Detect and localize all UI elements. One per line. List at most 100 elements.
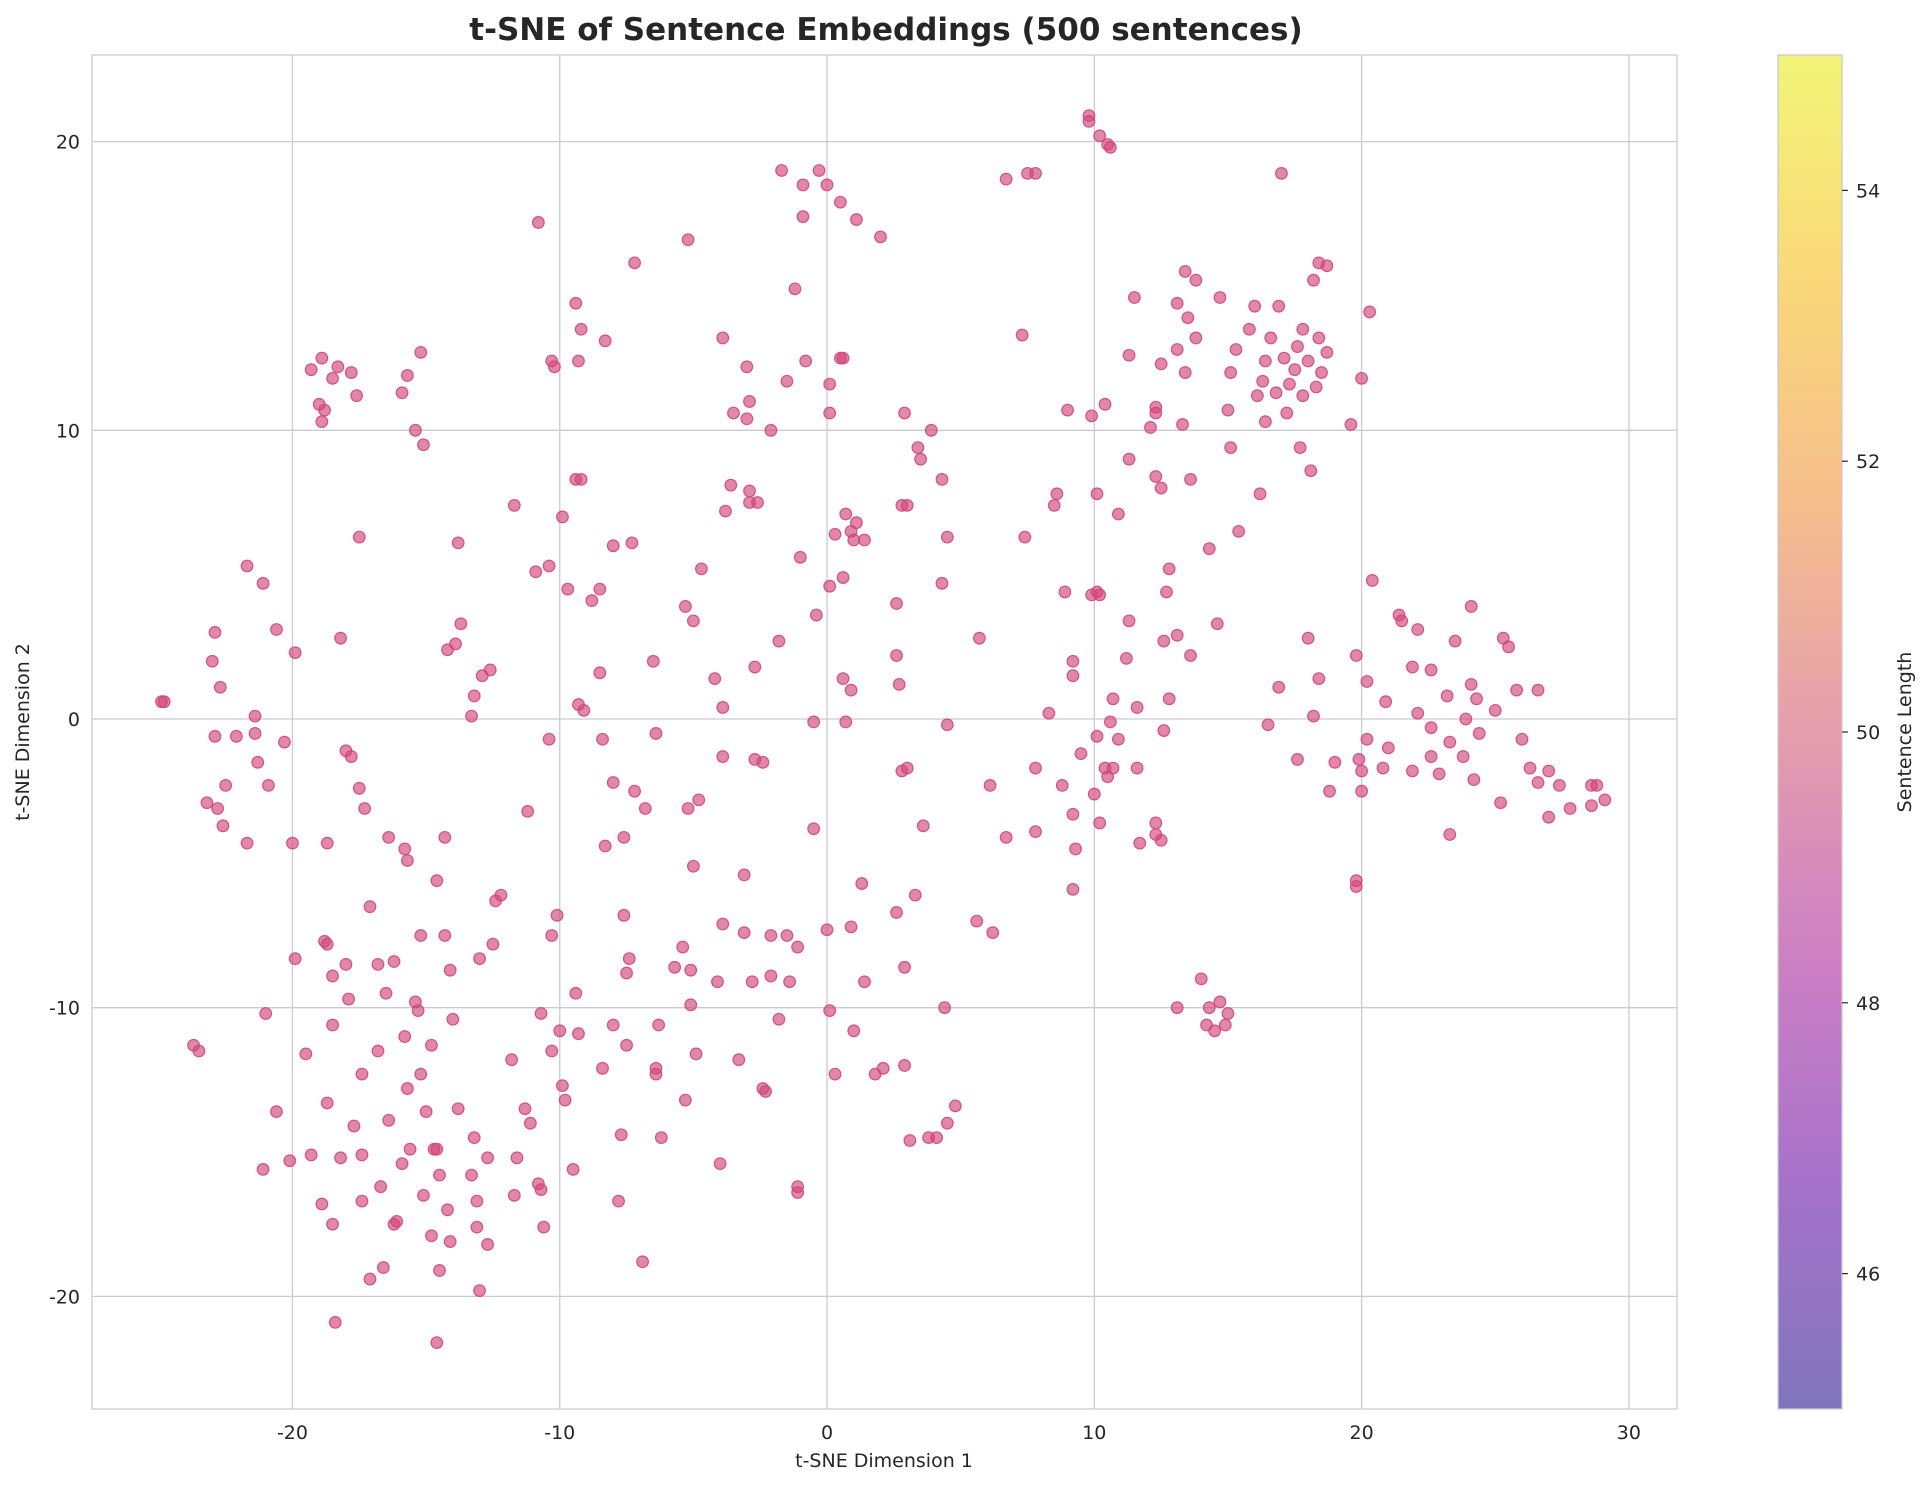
data-point bbox=[1261, 718, 1275, 732]
data-point bbox=[208, 729, 222, 743]
data-point bbox=[1349, 880, 1363, 893]
data-point bbox=[398, 842, 412, 856]
data-point bbox=[363, 1272, 377, 1286]
data-point bbox=[374, 1180, 388, 1194]
colorbar-label: Sentence Length bbox=[1894, 652, 1916, 813]
data-point bbox=[823, 579, 837, 593]
data-point bbox=[1376, 761, 1390, 775]
data-point bbox=[387, 955, 401, 968]
data-point bbox=[606, 776, 620, 789]
data-point bbox=[355, 1148, 369, 1162]
data-point bbox=[465, 1168, 478, 1182]
data-point bbox=[1050, 487, 1064, 501]
data-point bbox=[911, 441, 925, 455]
colorbar bbox=[1778, 55, 1842, 1409]
data-point bbox=[1103, 715, 1117, 729]
data-point bbox=[531, 216, 545, 229]
data-point bbox=[1162, 562, 1176, 576]
data-point bbox=[606, 1018, 620, 1032]
data-point bbox=[764, 969, 778, 983]
x-tick-label: 30 bbox=[1617, 1422, 1641, 1444]
data-point bbox=[240, 559, 254, 573]
data-point bbox=[628, 784, 641, 798]
data-point bbox=[363, 900, 377, 914]
data-point bbox=[213, 680, 227, 694]
data-point bbox=[1029, 825, 1042, 839]
data-point bbox=[740, 360, 754, 374]
data-point bbox=[425, 1038, 438, 1052]
data-point bbox=[1098, 397, 1112, 411]
data-point bbox=[400, 1082, 414, 1095]
data-point bbox=[1170, 296, 1184, 310]
data-points bbox=[155, 109, 1612, 1349]
data-point bbox=[1069, 842, 1083, 856]
data-point bbox=[219, 779, 233, 792]
data-point bbox=[505, 1053, 519, 1067]
data-point bbox=[737, 926, 751, 940]
data-point bbox=[820, 178, 834, 192]
colorbar-tick-label: 50 bbox=[1856, 722, 1880, 744]
data-point bbox=[858, 975, 871, 989]
data-point bbox=[542, 732, 556, 746]
data-point bbox=[256, 576, 270, 590]
data-point bbox=[791, 940, 805, 954]
data-point bbox=[350, 389, 364, 403]
data-point bbox=[836, 571, 850, 584]
data-point bbox=[1122, 452, 1136, 466]
data-point bbox=[1312, 331, 1326, 345]
data-point bbox=[1464, 600, 1478, 613]
data-point bbox=[1288, 363, 1302, 377]
data-point bbox=[1224, 366, 1238, 379]
data-point bbox=[716, 750, 730, 763]
data-point bbox=[900, 498, 914, 512]
data-point bbox=[1248, 299, 1262, 313]
data-point bbox=[724, 478, 738, 492]
data-point bbox=[833, 351, 847, 365]
data-point bbox=[1090, 729, 1104, 743]
data-point bbox=[443, 963, 457, 977]
data-point bbox=[625, 536, 639, 550]
data-point bbox=[668, 960, 682, 974]
data-point bbox=[1355, 764, 1369, 778]
data-point bbox=[1443, 735, 1457, 749]
data-point bbox=[1264, 331, 1278, 345]
data-point bbox=[451, 1102, 465, 1116]
data-point bbox=[1352, 753, 1366, 766]
data-point bbox=[1307, 273, 1320, 287]
data-point bbox=[620, 966, 633, 980]
data-point bbox=[1301, 354, 1315, 368]
x-tick-labels: -20 -10 0 10 20 30 bbox=[277, 1422, 1641, 1444]
data-point bbox=[1320, 259, 1334, 273]
data-point bbox=[1111, 507, 1125, 521]
data-point bbox=[1018, 530, 1032, 544]
data-point bbox=[1218, 1018, 1232, 1032]
data-point bbox=[1470, 692, 1483, 706]
data-point bbox=[1590, 779, 1604, 792]
data-point bbox=[1472, 727, 1486, 740]
data-point bbox=[1221, 403, 1235, 417]
data-point bbox=[379, 986, 393, 1000]
data-point bbox=[1542, 764, 1556, 778]
data-point bbox=[486, 937, 500, 951]
data-point bbox=[681, 802, 695, 815]
data-point bbox=[443, 1235, 457, 1248]
data-point bbox=[898, 406, 911, 420]
data-point bbox=[654, 1131, 668, 1145]
data-point bbox=[1154, 481, 1168, 495]
data-point bbox=[850, 516, 863, 530]
data-point bbox=[1344, 418, 1358, 431]
data-point bbox=[339, 958, 353, 971]
data-point bbox=[262, 779, 275, 792]
data-point bbox=[1149, 470, 1163, 483]
data-point bbox=[1258, 415, 1272, 429]
data-point bbox=[529, 565, 543, 579]
data-point bbox=[1170, 343, 1184, 356]
data-point bbox=[796, 210, 810, 224]
x-axis-label: t-SNE Dimension 1 bbox=[795, 1450, 973, 1472]
data-point bbox=[430, 1336, 444, 1349]
data-point bbox=[839, 507, 853, 521]
data-point bbox=[890, 649, 903, 662]
data-point bbox=[772, 634, 786, 648]
data-point bbox=[1277, 351, 1291, 365]
data-point bbox=[890, 906, 903, 919]
